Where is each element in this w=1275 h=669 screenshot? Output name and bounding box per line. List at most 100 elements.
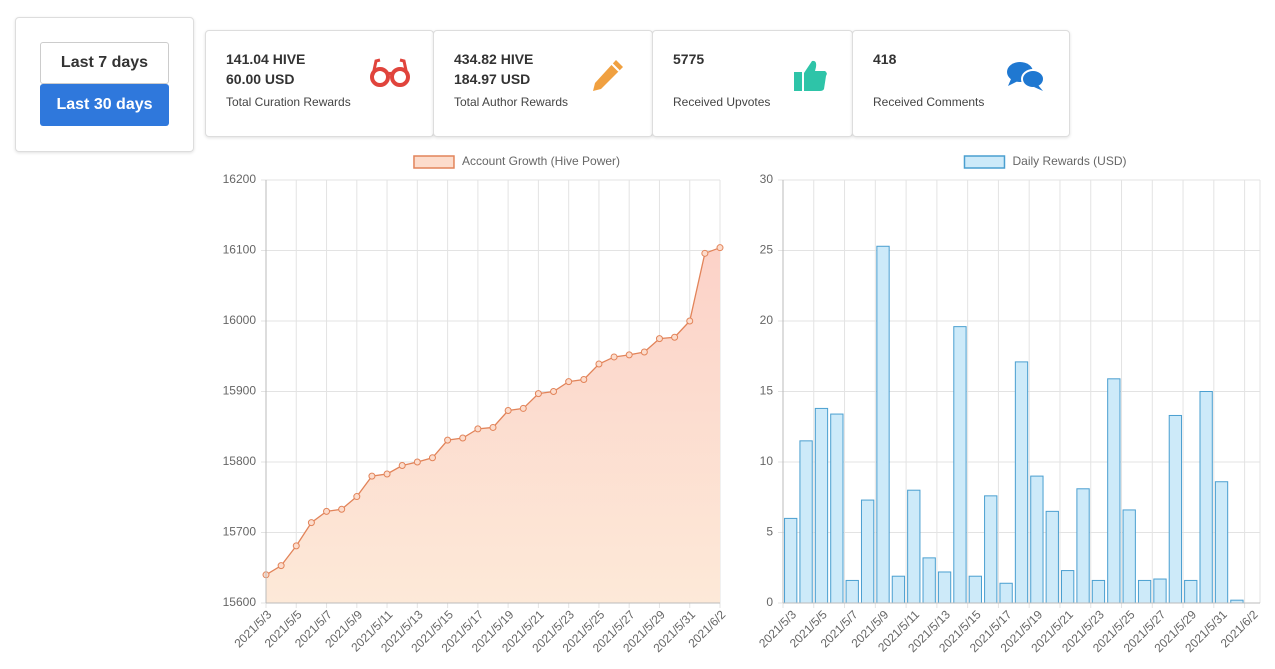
bar [1184, 579, 1198, 604]
bar [845, 579, 859, 604]
area [266, 247, 720, 603]
point [625, 351, 633, 359]
bar [1153, 578, 1167, 604]
bar [1214, 481, 1229, 604]
point [640, 348, 648, 356]
y-tick-label: 30 [760, 172, 774, 186]
point [671, 333, 679, 341]
y-tick-label: 16100 [223, 243, 257, 257]
card: 141.04 HIVE 60.00 USD Total Curation Rewar… [205, 30, 434, 137]
bar [830, 413, 844, 604]
card-value: 141.04 HIVE [226, 51, 306, 67]
bar [1076, 488, 1090, 604]
point [565, 378, 573, 386]
point [550, 388, 558, 395]
point [610, 353, 618, 361]
point [716, 244, 724, 252]
bar [799, 440, 813, 604]
point [323, 507, 331, 515]
y-tick-label: 15800 [223, 454, 257, 468]
bar [984, 495, 998, 604]
bar [1137, 579, 1152, 604]
point [277, 562, 285, 570]
y-tick-label: 15 [760, 384, 774, 398]
card-value: 5775 [673, 51, 705, 67]
point [413, 458, 421, 466]
bar [1014, 361, 1029, 604]
y-tick-label: 0 [766, 595, 773, 609]
y-tick-label: 5 [766, 525, 773, 539]
range-panel: Last 7 days Last 30 days [15, 17, 194, 152]
card-label: Received Comments [873, 95, 985, 109]
point [504, 407, 512, 415]
point [459, 434, 467, 442]
point [701, 249, 709, 257]
legend-label: Daily Rewards (USD) [1012, 154, 1126, 168]
point [519, 404, 527, 412]
button[interactable]: Last 7 days [40, 42, 169, 84]
card-label: Received Upvotes [673, 95, 771, 109]
point [383, 470, 391, 478]
bar [1122, 509, 1136, 604]
pencil-icon [593, 60, 623, 91]
bar [784, 517, 798, 604]
point [534, 390, 542, 398]
y-tick-label: 16000 [223, 313, 257, 327]
point [428, 454, 436, 462]
bar [999, 582, 1013, 604]
bar [891, 575, 906, 604]
button[interactable]: Last 30 days [40, 84, 169, 126]
bar [1045, 510, 1059, 604]
bar [953, 326, 967, 604]
y-tick-label: 10 [760, 454, 774, 468]
bar [937, 571, 952, 604]
point [353, 493, 361, 501]
point [686, 317, 694, 325]
point [307, 519, 315, 527]
y-tick-label: 25 [760, 243, 774, 257]
legend-swatch [413, 155, 455, 169]
bar [814, 407, 829, 604]
comments-icon [1007, 62, 1045, 91]
bar [1061, 570, 1075, 604]
point [292, 542, 300, 550]
bar [922, 557, 936, 604]
y-tick-label: 16200 [223, 172, 257, 186]
point [489, 423, 497, 431]
bar [876, 245, 890, 604]
card-value: 418 [873, 51, 897, 67]
point [444, 436, 452, 444]
card: 434.82 HIVE 184.97 USD Total Author Reward… [433, 30, 653, 137]
y-tick-label: 15700 [223, 525, 257, 539]
card-value: 434.82 HIVE [454, 51, 534, 67]
card-value: 60.00 USD [226, 71, 295, 87]
bar [860, 499, 875, 604]
legend-label: Account Growth (Hive Power) [462, 154, 620, 168]
point [580, 376, 588, 384]
point [398, 462, 406, 470]
bar [1168, 414, 1183, 604]
card: 418 Received Comments [852, 30, 1070, 137]
bar [968, 575, 982, 604]
point [338, 505, 346, 513]
bar [1107, 378, 1121, 604]
point [474, 425, 482, 433]
card-value: 184.97 USD [454, 71, 531, 87]
bar [907, 489, 921, 604]
point [595, 360, 603, 368]
card-label: Total Author Rewards [454, 95, 569, 109]
legend-swatch [963, 155, 1006, 169]
y-tick-label: 15900 [223, 384, 257, 398]
bar [1199, 391, 1213, 604]
y-tick-label: 20 [760, 313, 774, 327]
bar [1030, 475, 1044, 604]
glasses-icon [370, 58, 410, 87]
y-tick-label: 15600 [223, 595, 257, 609]
point [655, 335, 663, 343]
point [368, 472, 376, 480]
card-label: Total Curation Rewards [226, 95, 351, 109]
bar [1091, 579, 1106, 604]
thumbs-up-icon [794, 60, 827, 91]
